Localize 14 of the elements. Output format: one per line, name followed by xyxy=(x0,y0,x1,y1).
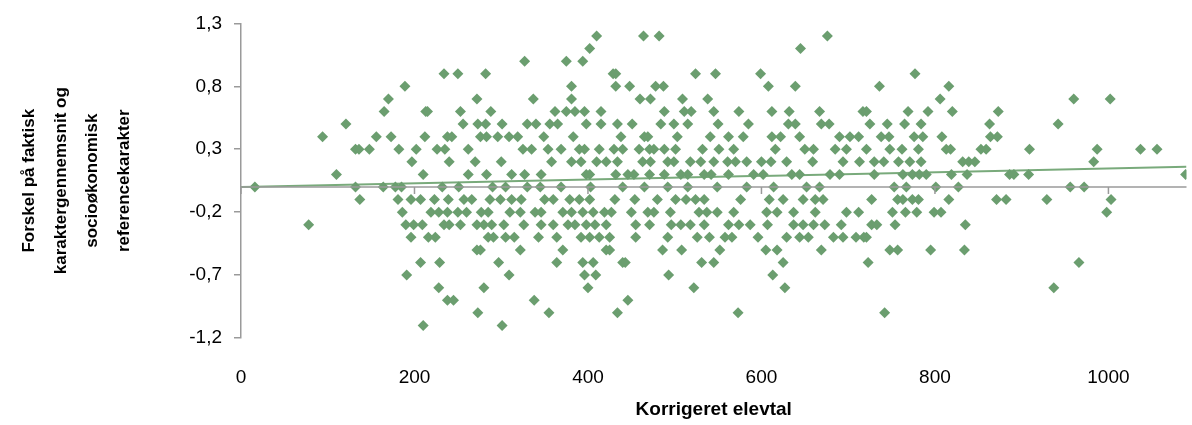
y-tick-label: -0,2 xyxy=(189,200,222,222)
x-tick-label: 1000 xyxy=(1087,365,1130,387)
x-axis-title: Korrigeret elevtal xyxy=(635,397,792,419)
x-tick-label: 400 xyxy=(572,365,604,387)
y-tick-label: -0,7 xyxy=(189,263,222,285)
x-tick-label: 0 xyxy=(235,365,247,387)
x-tick-label: 200 xyxy=(398,365,431,387)
y-tick-label: 0,3 xyxy=(195,137,222,159)
y-tick-label: 1,3 xyxy=(195,11,222,33)
y-axis-title: Forskel på faktisk karaktergennemsnit og socioøkonomisk referencekarakter xyxy=(19,87,133,275)
x-tick-label: 800 xyxy=(919,365,951,387)
x-tick-label: 600 xyxy=(745,365,778,387)
y-tick-label: 0,8 xyxy=(195,74,222,96)
y-tick-label: -1,2 xyxy=(189,326,222,348)
